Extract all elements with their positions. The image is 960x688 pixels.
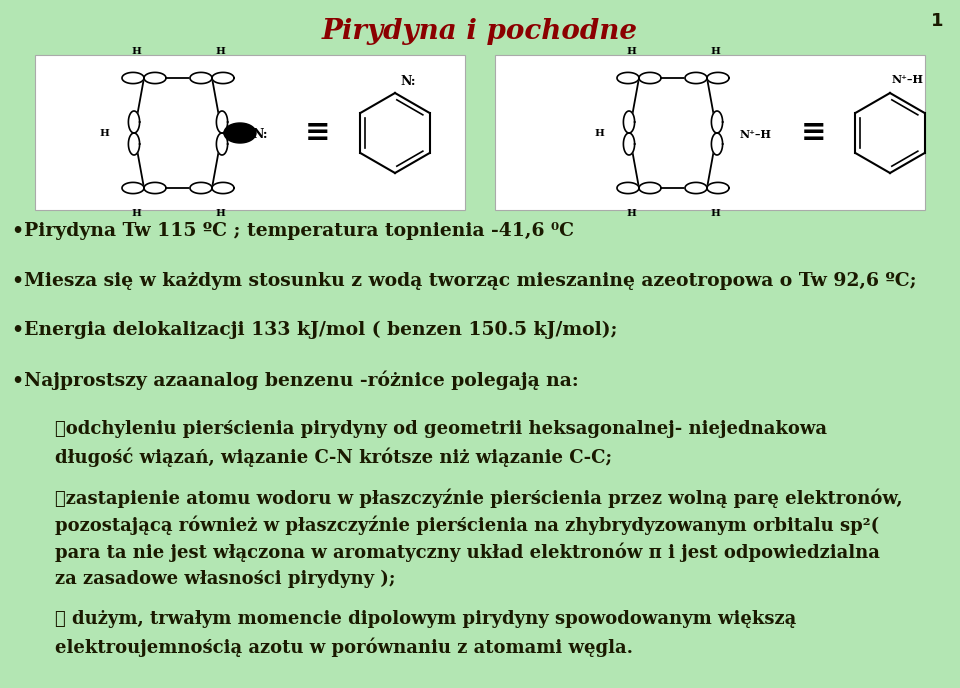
Text: elektroujemnością azotu w porównaniu z atomami węgla.: elektroujemnością azotu w porównaniu z a… [55, 637, 633, 657]
Text: ✓ dużym, trwałym momencie dipolowym pirydyny spowodowanym większą: ✓ dużym, trwałym momencie dipolowym piry… [55, 610, 796, 628]
Text: H: H [215, 47, 225, 56]
Text: •Energia delokalizacji 133 kJ/mol ( benzen 150.5 kJ/mol);: •Energia delokalizacji 133 kJ/mol ( benz… [12, 321, 617, 339]
Polygon shape [144, 72, 166, 84]
Text: ✓zastapienie atomu wodoru w płaszczyźnie pierścienia przez wolną parę elektronó: ✓zastapienie atomu wodoru w płaszczyźni… [55, 488, 902, 508]
Text: H: H [594, 129, 604, 138]
Polygon shape [224, 123, 256, 143]
Text: 1: 1 [930, 12, 943, 30]
Text: H: H [710, 210, 720, 219]
Polygon shape [129, 133, 139, 155]
Polygon shape [707, 182, 729, 193]
Text: •Pirydyna Tw 115 ºC ; temperatura topnienia -41,6 ⁰C: •Pirydyna Tw 115 ºC ; temperatura topnie… [12, 222, 574, 240]
Text: H: H [710, 47, 720, 56]
Polygon shape [216, 133, 228, 155]
Polygon shape [639, 72, 661, 84]
Polygon shape [623, 111, 635, 133]
FancyBboxPatch shape [35, 55, 465, 210]
Text: H: H [132, 210, 141, 219]
Polygon shape [711, 111, 723, 133]
Polygon shape [711, 133, 723, 155]
Text: ≡: ≡ [801, 118, 826, 147]
Polygon shape [685, 182, 707, 193]
Text: N:: N: [252, 129, 268, 142]
Text: za zasadowe własności pirydyny );: za zasadowe własności pirydyny ); [55, 570, 396, 588]
Text: •Najprostszy azaanalog benzenu -różnice polegają na:: •Najprostszy azaanalog benzenu -różnice … [12, 371, 579, 390]
Text: H: H [626, 210, 636, 219]
Text: ✓odchyleniu pierścienia pirydyny od geometrii heksagonalnej- niejednakowa: ✓odchyleniu pierścienia pirydyny od geom… [55, 420, 827, 438]
Text: para ta nie jest włączona w aromatyczny układ elektronów π i jest odpowiedzialna: para ta nie jest włączona w aromatyczny … [55, 542, 880, 562]
Polygon shape [639, 182, 661, 193]
Text: H: H [99, 129, 108, 138]
Polygon shape [707, 72, 729, 84]
Polygon shape [623, 133, 635, 155]
Text: pozostającą również w płaszczyźnie pierścienia na zhybrydyzowanym orbitalu sp²(: pozostającą również w płaszczyźnie pier… [55, 515, 879, 535]
Polygon shape [190, 182, 212, 193]
Polygon shape [685, 72, 707, 84]
Text: H: H [626, 47, 636, 56]
Text: Pirydyna i pochodne: Pirydyna i pochodne [322, 18, 638, 45]
Text: N⁺–H: N⁺–H [739, 129, 771, 140]
Polygon shape [144, 182, 166, 193]
Text: H: H [215, 210, 225, 219]
Text: •Miesza się w każdym stosunku z wodą tworząc mieszaninę azeotropowa o Tw 92,6 ºC: •Miesza się w każdym stosunku z wodą two… [12, 272, 917, 290]
Text: H: H [132, 47, 141, 56]
Text: N⁺–H: N⁺–H [892, 74, 924, 85]
Polygon shape [216, 111, 228, 133]
Text: długość wiązań, wiązanie C-N krótsze niż wiązanie C-C;: długość wiązań, wiązanie C-N krótsze niż… [55, 447, 612, 467]
Polygon shape [129, 111, 139, 133]
Polygon shape [212, 72, 234, 84]
Polygon shape [617, 72, 639, 84]
Polygon shape [122, 182, 144, 193]
Text: ≡: ≡ [305, 118, 331, 147]
FancyBboxPatch shape [495, 55, 925, 210]
Text: N:: N: [400, 75, 416, 88]
Polygon shape [212, 182, 234, 193]
Polygon shape [617, 182, 639, 193]
Polygon shape [190, 72, 212, 84]
Polygon shape [122, 72, 144, 84]
